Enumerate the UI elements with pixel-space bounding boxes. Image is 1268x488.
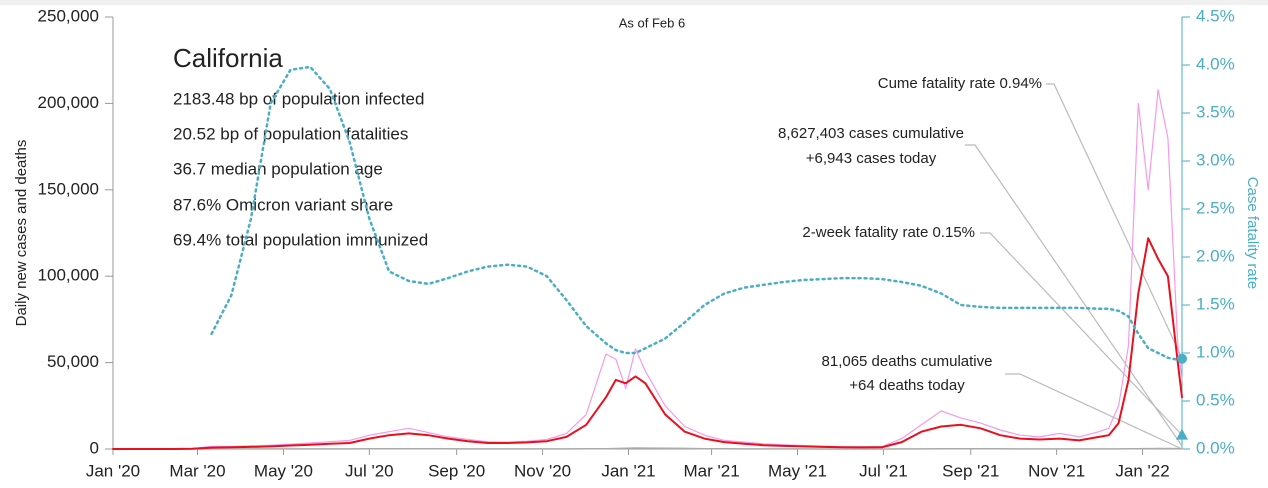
annotation: +64 deaths today xyxy=(849,377,965,394)
y2-tick-label: 2.5% xyxy=(1196,198,1235,217)
x-tick-label: Nov '20 xyxy=(514,461,571,480)
y2-tick-label: 2.0% xyxy=(1196,246,1235,265)
y2-tick-label: 0.5% xyxy=(1196,390,1235,409)
y-tick-label: 200,000 xyxy=(38,93,99,112)
x-tick-label: Sep '20 xyxy=(428,461,485,480)
series-line xyxy=(210,65,1184,361)
y2-axis-label: Case fatality rate xyxy=(1244,177,1261,290)
y-tick-label: 50,000 xyxy=(47,352,99,371)
annotation: 8,627,403 cases cumulative xyxy=(778,125,964,142)
state-title: California xyxy=(173,43,283,73)
x-tick-label: Jan '20 xyxy=(86,461,140,480)
info-line: 20.52 bp of population fatalities xyxy=(173,124,408,143)
annotation: +6,943 cases today xyxy=(806,150,937,167)
leader-line xyxy=(1046,83,1183,359)
y2-tick-label: 4.5% xyxy=(1196,6,1235,25)
info-line: 2183.48 bp of population infected xyxy=(173,89,424,108)
x-tick-label: Mar '21 xyxy=(684,461,740,480)
marker xyxy=(1176,428,1188,440)
info-line: 69.4% total population immunized xyxy=(173,230,428,249)
annotation: Cume fatality rate 0.94% xyxy=(878,75,1042,92)
info-line: 87.6% Omicron variant share xyxy=(173,195,393,214)
x-tick-label: Sep '21 xyxy=(942,461,999,480)
series-line xyxy=(112,237,1183,450)
x-tick-label: Jul '21 xyxy=(859,461,908,480)
leader-line xyxy=(1005,373,1183,450)
x-tick-label: Jan '21 xyxy=(601,461,655,480)
y2-tick-label: 3.5% xyxy=(1196,102,1235,121)
y2-tick-label: 4.0% xyxy=(1196,54,1235,73)
series-line xyxy=(112,89,1183,450)
leader-line xyxy=(980,232,1183,436)
x-tick-label: Jul '20 xyxy=(345,461,394,480)
annotation: 2-week fatality rate 0.15% xyxy=(802,224,975,241)
y-tick-label: 100,000 xyxy=(38,266,99,285)
subtitle: As of Feb 6 xyxy=(619,15,685,30)
series-line xyxy=(112,447,1183,450)
top-bar xyxy=(0,0,1268,5)
y-tick-label: 0 xyxy=(90,438,99,457)
marker xyxy=(1177,353,1187,364)
leader-line xyxy=(965,144,1183,447)
x-tick-label: May '21 xyxy=(768,461,827,480)
annotation: 81,065 deaths cumulative xyxy=(822,353,993,370)
y2-tick-label: 1.0% xyxy=(1196,342,1235,361)
y-tick-label: 250,000 xyxy=(38,6,99,25)
y-axis-label: Daily new cases and deaths xyxy=(13,140,30,327)
y2-tick-label: 3.0% xyxy=(1196,150,1235,169)
x-tick-label: Nov '21 xyxy=(1028,461,1085,480)
info-line: 36.7 median population age xyxy=(173,159,383,178)
x-tick-label: Mar '20 xyxy=(169,461,225,480)
y-tick-label: 150,000 xyxy=(38,179,99,198)
x-tick-label: May '20 xyxy=(254,461,313,480)
x-tick-label: Jan '22 xyxy=(1115,461,1169,480)
y2-tick-label: 0.0% xyxy=(1196,438,1235,457)
y2-tick-label: 1.5% xyxy=(1196,294,1235,313)
